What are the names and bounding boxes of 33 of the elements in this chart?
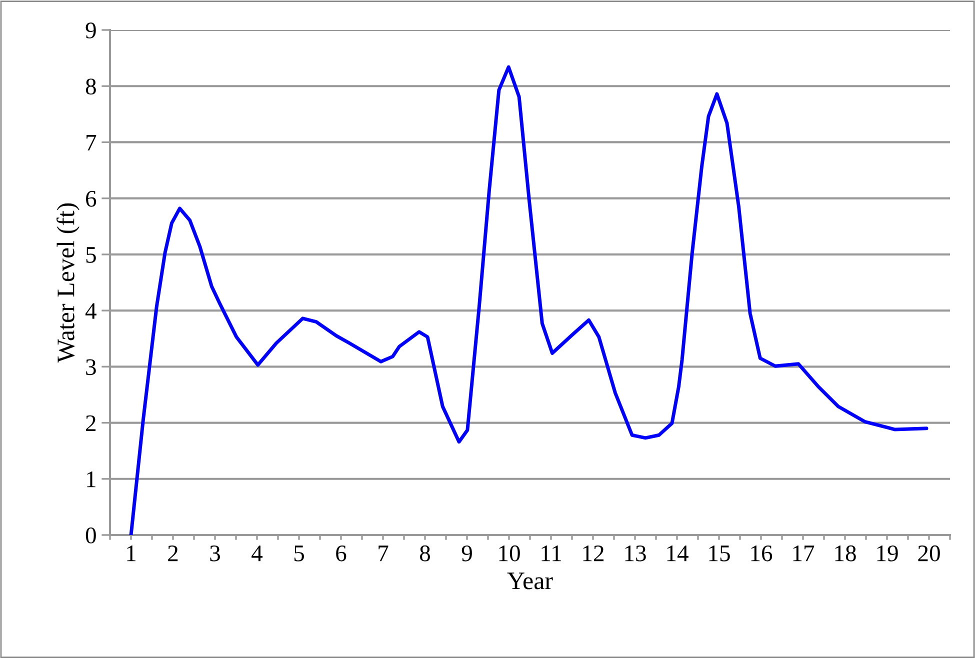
x-tick-label: 5 [294, 546, 304, 562]
x-tick-label: 7 [378, 546, 388, 562]
x-axis-title: Year [507, 572, 553, 590]
y-tick-label: 8 [86, 78, 96, 95]
y-tick-label: 5 [86, 247, 96, 263]
x-tick-label: 8 [420, 545, 430, 562]
x-tick-label: 1 [127, 546, 136, 562]
x-tick-label: 17 [793, 546, 814, 562]
x-tick-label: 14 [667, 546, 688, 562]
y-tick-label: 6 [86, 190, 96, 207]
x-tick-label: 12 [583, 545, 604, 562]
x-tick-label: 18 [835, 545, 856, 562]
y-axis-title: Water Level (ft) [56, 203, 80, 363]
x-tick-label: 13 [625, 545, 646, 562]
y-tick-label: 1 [87, 471, 96, 488]
x-tick-label: 2 [168, 545, 178, 562]
x-tick-label: 6 [336, 545, 346, 562]
x-tick-label: 4 [252, 546, 263, 562]
x-tick-label: 3 [210, 545, 220, 562]
x-tick-label: 15 [709, 546, 730, 562]
y-tick-label: 2 [86, 415, 96, 431]
x-tick-label: 16 [751, 545, 772, 562]
x-tick-label: 19 [877, 545, 898, 562]
x-tick-label: 11 [542, 546, 561, 562]
y-tick-label: 3 [86, 359, 96, 376]
y-tick-label: 0 [86, 527, 96, 544]
y-tick-label: 4 [85, 303, 96, 319]
x-tick-label: 9 [462, 545, 472, 562]
line-series [129, 65, 928, 535]
y-tick-label: 7 [86, 134, 96, 150]
x-tick-label: 20 [918, 545, 940, 562]
y-tick-label: 9 [86, 22, 96, 38]
x-tick-label: 10 [499, 545, 520, 562]
